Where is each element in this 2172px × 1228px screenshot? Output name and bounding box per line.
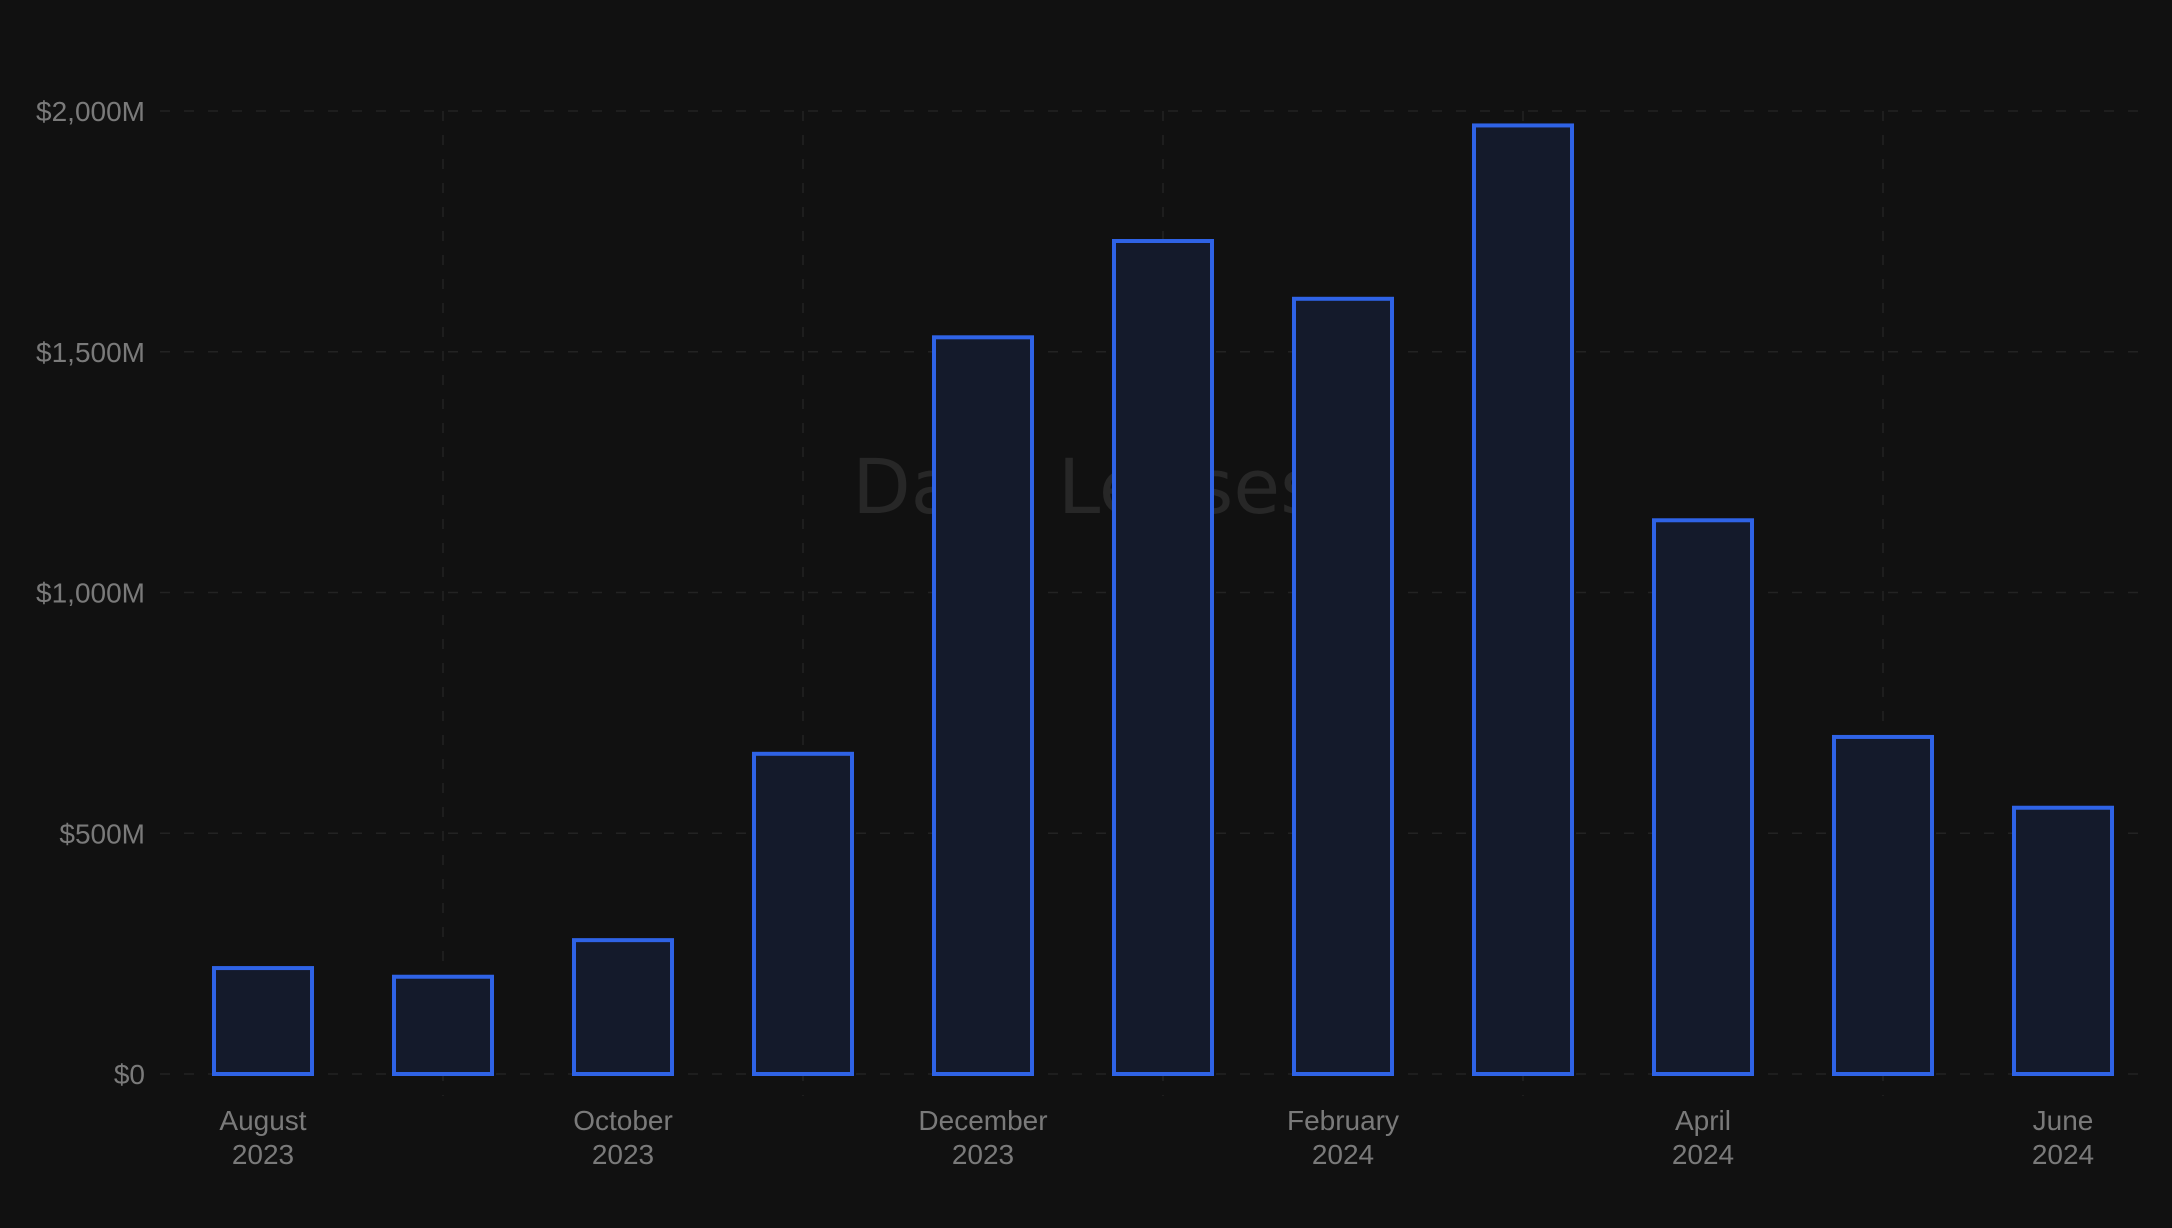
bar-september-2023[interactable]	[392, 974, 494, 1076]
bar-november-2023[interactable]	[752, 751, 854, 1076]
x-tick-label-year: 2023	[952, 1139, 1014, 1170]
x-tick-label-month: April	[1675, 1105, 1731, 1136]
watermark-logo-text: Data Lenses	[852, 442, 1320, 531]
y-tick-label: $1,500M	[36, 337, 145, 368]
x-tick-label-year: 2024	[1672, 1139, 1734, 1170]
x-tick-label-month: December	[918, 1105, 1047, 1136]
bar-june-2024[interactable]	[2012, 805, 2114, 1077]
bar-march-2024[interactable]	[1472, 123, 1574, 1076]
x-tick-label-month: October	[573, 1105, 673, 1136]
bar-april-2024[interactable]	[1652, 518, 1754, 1076]
x-tick-label-month: June	[2033, 1105, 2094, 1136]
x-tick-label: February 2024	[1287, 1105, 1399, 1170]
y-tick-label: $0	[114, 1059, 145, 1090]
x-tick-label-year: 2024	[2032, 1139, 2094, 1170]
y-tick-label: $1,000M	[36, 578, 145, 609]
x-tick-label-year: 2024	[1312, 1139, 1374, 1170]
y-tick-label: $2,000M	[36, 96, 145, 127]
x-tick-label-year: 2023	[592, 1139, 654, 1170]
x-tick-label: June 2024	[2032, 1105, 2094, 1170]
bar-february-2024[interactable]	[1292, 296, 1394, 1077]
x-tick-label-month: August	[219, 1105, 306, 1136]
bar-august-2023[interactable]	[212, 966, 314, 1077]
bars-layer	[212, 123, 2114, 1077]
bar-january-2024[interactable]	[1112, 239, 1214, 1076]
bar-december-2023[interactable]	[932, 335, 1034, 1076]
x-tick-label-year: 2023	[232, 1139, 294, 1170]
x-tick-label: August 2023	[219, 1105, 306, 1170]
x-tick-label: December 2023	[918, 1105, 1047, 1170]
bar-may-2024[interactable]	[1832, 734, 1934, 1076]
y-tick-label: $500M	[59, 818, 145, 849]
y-axis-tick-labels: $0 $500M $1,000M $1,500M $2,000M	[36, 96, 145, 1090]
x-tick-label-month: February	[1287, 1105, 1399, 1136]
x-tick-label: October 2023	[573, 1105, 673, 1170]
x-tick-label: April 2024	[1672, 1105, 1734, 1170]
bar-october-2023[interactable]	[572, 938, 674, 1076]
